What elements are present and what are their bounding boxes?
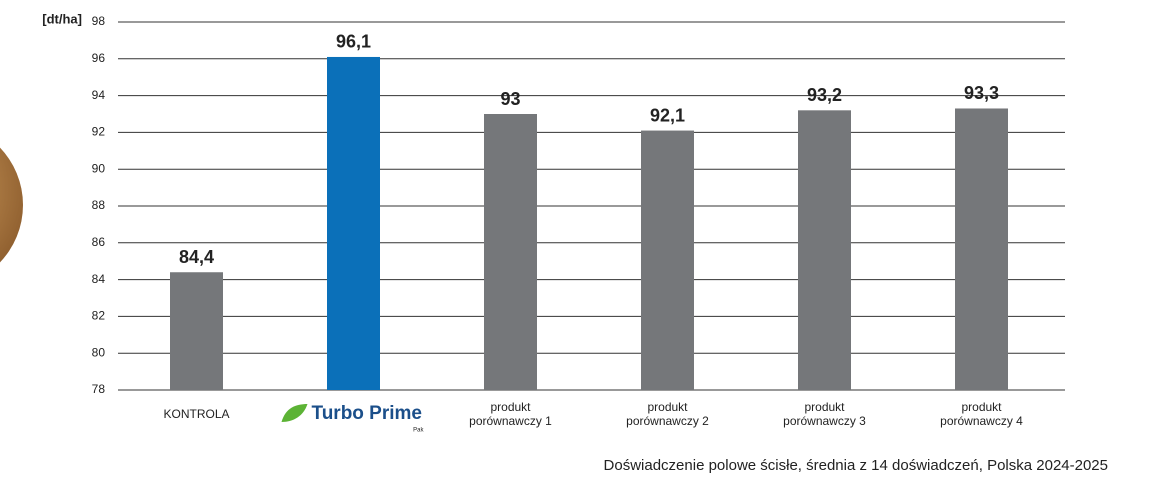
photo xyxy=(0,147,23,263)
note: Doświadczenie polowe ścisłe, średnia z 1… xyxy=(604,457,1108,474)
y-unit: [dt/ha] xyxy=(42,11,82,26)
logo-text: Turbo Prime xyxy=(312,403,423,424)
y-tick-label: 86 xyxy=(92,235,106,249)
y-tick-label: 80 xyxy=(92,345,106,359)
value-label: 96,1 xyxy=(336,32,371,52)
y-tick-label: 90 xyxy=(92,161,106,175)
value-label: 92,1 xyxy=(650,105,685,125)
logo-suffix: Pak xyxy=(413,428,424,434)
y-tick-label: 78 xyxy=(92,382,106,396)
bar xyxy=(170,272,223,390)
bar xyxy=(955,108,1008,390)
bar xyxy=(327,56,380,391)
bar xyxy=(798,110,851,390)
y-tick-label: 94 xyxy=(92,88,106,102)
value-label: 93,3 xyxy=(964,83,999,103)
y-tick-label: 96 xyxy=(92,51,106,65)
x-tick-label: produkt porównawczy 1 xyxy=(469,400,552,428)
y-tick-label: 82 xyxy=(92,309,106,323)
y-tick-label: 84 xyxy=(92,272,106,286)
bar xyxy=(484,114,537,390)
y-tick-label: 88 xyxy=(92,198,106,212)
logo-leaf xyxy=(281,404,308,422)
y-tick-label: 98 xyxy=(92,14,106,28)
value-label: 84,4 xyxy=(179,247,214,267)
bar xyxy=(641,130,694,390)
x-tick-label: produkt porównawczy 4 xyxy=(940,400,1023,428)
y-tick-label: 92 xyxy=(92,125,106,139)
x-tick-label: produkt porównawczy 3 xyxy=(783,400,866,428)
x-tick-label: produkt porównawczy 2 xyxy=(626,400,709,428)
value-label: 93,2 xyxy=(807,85,842,105)
value-label: 93 xyxy=(500,89,520,109)
x-tick-label: KONTROLA xyxy=(163,407,230,421)
